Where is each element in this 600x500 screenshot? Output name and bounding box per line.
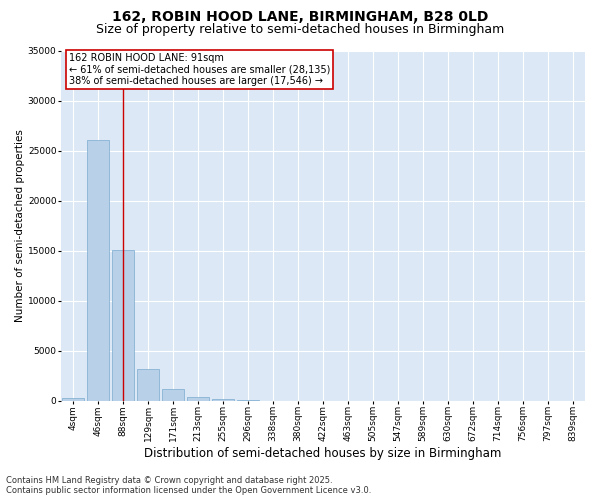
Text: Contains HM Land Registry data © Crown copyright and database right 2025.
Contai: Contains HM Land Registry data © Crown c… — [6, 476, 371, 495]
Text: 162 ROBIN HOOD LANE: 91sqm
← 61% of semi-detached houses are smaller (28,135)
38: 162 ROBIN HOOD LANE: 91sqm ← 61% of semi… — [68, 52, 330, 86]
Bar — [62, 398, 85, 401]
X-axis label: Distribution of semi-detached houses by size in Birmingham: Distribution of semi-detached houses by … — [144, 447, 502, 460]
Bar — [162, 389, 184, 401]
Bar — [137, 369, 160, 401]
Bar — [187, 397, 209, 401]
Bar — [212, 399, 234, 401]
Bar — [87, 140, 109, 401]
Bar — [112, 250, 134, 401]
Text: Size of property relative to semi-detached houses in Birmingham: Size of property relative to semi-detach… — [96, 22, 504, 36]
Y-axis label: Number of semi-detached properties: Number of semi-detached properties — [15, 130, 25, 322]
Text: 162, ROBIN HOOD LANE, BIRMINGHAM, B28 0LD: 162, ROBIN HOOD LANE, BIRMINGHAM, B28 0L… — [112, 10, 488, 24]
